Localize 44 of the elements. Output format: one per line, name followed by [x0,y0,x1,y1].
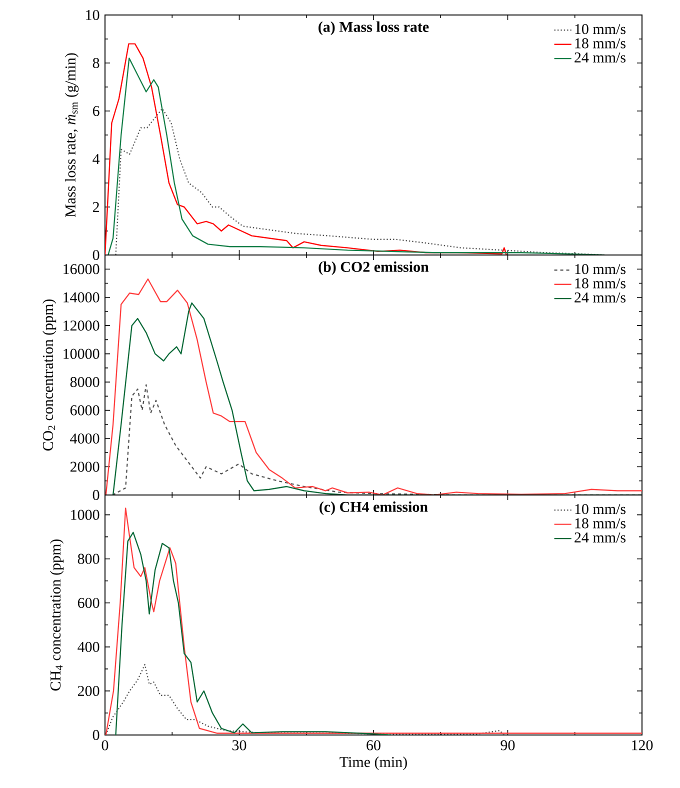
y-tick-label: 8000 [70,376,100,388]
legend-label: 18 mm/s [575,518,626,528]
legend-label: 18 mm/s [575,38,626,48]
y-tick-label: 1000 [71,510,100,520]
y-tick-label: 4000 [70,433,100,444]
y-axis-title: CH$_{4}$ concentration (ppm) [50,539,64,691]
y-tick-label: 6000 [70,405,100,416]
y-tick-label: 2000 [70,462,100,472]
y-tick-label: 4 [92,154,100,164]
x-tick-label: 0 [102,740,108,750]
y-tick-label: 400 [78,642,100,652]
y-axis-title: Mass loss rate, ṁ$_{sm}$ (g/min) [64,53,79,217]
chart-title: (a) Mass loss rate [318,21,429,36]
y-tick-label: 16000 [64,264,100,274]
chart-title: (c) CH4 emission [320,501,428,515]
x-tick-label: 60 [366,740,380,750]
y-tick-label: 800 [78,554,100,564]
x-axis-title: Time (min) [340,756,407,770]
x-tick-label: 120 [632,740,653,750]
y-tick-label: 600 [78,598,100,608]
y-tick-label: 8 [92,58,100,68]
legend-label: 18 mm/s [575,278,626,288]
legend-label: 24 mm/s [574,52,626,63]
legend-label: 24 mm/s [574,292,626,303]
y-tick-label: 2 [92,202,99,212]
legend-label: 10 mm/s [575,504,626,514]
y-axis-title: CO$_{2}$ concentration (ppm) [42,299,56,451]
y-tick-label: 0 [92,490,100,500]
x-tick-label: 90 [500,740,515,750]
y-tick-label: 10 [86,10,100,20]
y-tick-label: 0 [92,730,100,740]
y-tick-label: 6 [92,106,100,116]
y-tick-label: 0 [92,250,100,260]
legend-label: 10 mm/s [575,264,626,274]
x-tick-label: 30 [232,740,246,750]
line-series [115,532,392,735]
line-series [105,43,507,255]
legend-label: 10 mm/s [575,24,626,34]
legend-label: 24 mm/s [574,532,626,543]
chart-title: (b) CO2 emission [318,261,429,276]
y-tick-label: 200 [78,686,100,696]
y-tick-label: 12000 [64,320,100,331]
y-tick-label: 10000 [64,348,100,359]
y-tick-label: 14000 [64,292,100,302]
